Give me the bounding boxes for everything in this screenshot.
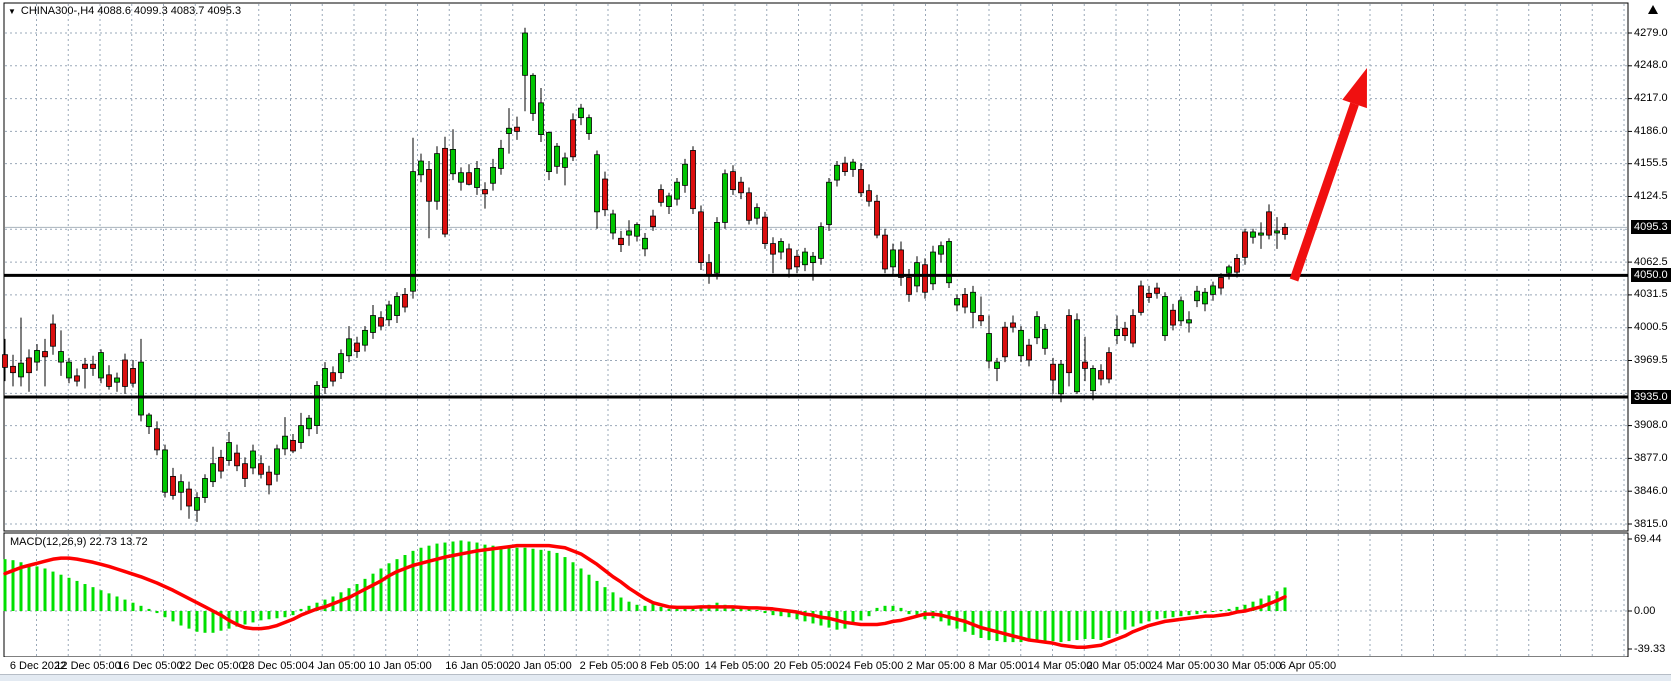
time-axis-label: 4 Jan 05:00 (308, 660, 366, 672)
time-axis-label: 22 Dec 05:00 (179, 660, 245, 672)
gridlines (5, 4, 1627, 660)
time-axis-label: 2 Feb 05:00 (579, 660, 639, 672)
price-axis-label: 3846.0 (1634, 484, 1668, 497)
time-axis-label: 6 Apr 05:00 (1279, 660, 1337, 672)
macd-signal-line (3, 543, 1287, 650)
time-axis-label: 6 Dec 2022 (9, 660, 67, 672)
price-pane[interactable] (3, 2, 1629, 532)
price-tag-resistance: 4050.0 (1631, 268, 1671, 283)
price-axis-label: 4000.5 (1634, 321, 1668, 334)
price-axis-label: 4062.5 (1634, 255, 1668, 268)
price-axis-label: 4155.5 (1634, 157, 1668, 170)
price-tag-support: 3935.0 (1631, 390, 1671, 405)
price-axis-label: 4186.0 (1634, 124, 1668, 137)
macd-axis-label: 0.00 (1634, 604, 1656, 617)
price-axis-label: 4248.0 (1634, 59, 1668, 72)
chart-shift-icon[interactable] (1648, 5, 1658, 14)
price-axis-label: 4124.5 (1634, 189, 1668, 202)
symbol-dropdown-icon[interactable]: ▼ (8, 6, 16, 16)
time-axis-label: 16 Dec 05:00 (117, 660, 183, 672)
trend-arrow[interactable] (1289, 68, 1367, 282)
time-axis-label: 10 Jan 05:00 (368, 660, 432, 672)
macd-axis-label: 69.44 (1634, 532, 1662, 545)
price-axis-label: 3969.5 (1634, 354, 1668, 366)
price-axis-label: 4279.0 (1634, 26, 1668, 39)
time-axis[interactable]: 6 Dec 2022 12 Dec 05:00 16 Dec 05:00 22 Dec… (0, 657, 1671, 673)
chart-title-bar: ▼ CHINA300-,H4 4088.6 4099.3 4083.7 4095… (8, 5, 241, 17)
price-tag-current: 4095.3 (1631, 220, 1671, 235)
axis-ticks (1628, 32, 1632, 650)
price-axis-label: 3908.0 (1634, 419, 1668, 432)
time-axis-label: 30 Mar 05:00 (1216, 660, 1282, 672)
macd-axis-label: -39.33 (1634, 642, 1666, 655)
price-axis-label: 3877.0 (1634, 451, 1668, 464)
macd-indicator-label: MACD(12,26,9) 22.73 13.72 (10, 536, 148, 548)
time-axis-label: 20 Feb 05:00 (773, 660, 839, 672)
time-axis-label: 2 Mar 05:00 (906, 660, 966, 672)
time-axis-label: 8 Feb 05:00 (640, 660, 700, 672)
time-axis-label: 20 Jan 05:00 (508, 660, 572, 672)
time-axis-label: 24 Feb 05:00 (838, 660, 904, 672)
time-axis-label: 14 Feb 05:00 (704, 660, 770, 672)
time-axis-label: 8 Mar 05:00 (968, 660, 1028, 672)
candles-group (2, 27, 1288, 522)
time-axis-label: 16 Jan 05:00 (445, 660, 509, 672)
price-axis-label: 4217.0 (1634, 92, 1668, 105)
price-axis-label: 3815.0 (1634, 517, 1668, 530)
chart-title: CHINA300-,H4 4088.6 4099.3 4083.7 4095.3 (20, 5, 242, 17)
time-axis-label: 28 Dec 05:00 (242, 660, 308, 672)
time-axis-label: 20 Mar 05:00 (1086, 660, 1152, 672)
window-bottom-strip (0, 674, 1671, 681)
time-axis-label: 24 Mar 05:00 (1150, 660, 1216, 672)
macd-pane[interactable] (3, 532, 1629, 658)
price-axis-label: 4031.5 (1634, 288, 1668, 301)
time-axis-label: 14 Mar 05:00 (1027, 660, 1093, 672)
time-axis-label: 12 Dec 05:00 (55, 660, 121, 672)
